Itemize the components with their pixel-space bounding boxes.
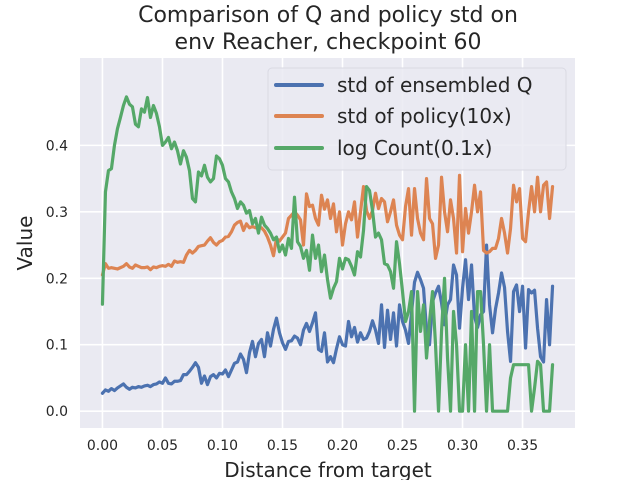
chart-title-line-2: env Reacher, checkpoint 60 bbox=[175, 30, 482, 55]
y-tick-label: 0.4 bbox=[46, 138, 68, 154]
series-line-policy bbox=[100, 173, 555, 277]
y-tick-labels: 0.0 0.1 0.2 0.3 0.4 bbox=[46, 138, 68, 420]
x-axis-label: Distance from target bbox=[224, 458, 432, 480]
x-tick-label: 0.20 bbox=[327, 438, 358, 454]
y-tick-label: 0.3 bbox=[46, 205, 68, 221]
series-lines bbox=[100, 95, 555, 413]
legend-label-policy: std of policy(10x) bbox=[337, 104, 512, 128]
y-tick-label: 0.1 bbox=[46, 338, 68, 354]
legend: std of ensembled Q std of policy(10x) lo… bbox=[267, 67, 567, 171]
legend-box bbox=[267, 67, 567, 171]
x-tick-label: 0.25 bbox=[387, 438, 418, 454]
series-line-log-count bbox=[100, 95, 555, 413]
y-axis-label: Value bbox=[13, 216, 37, 271]
x-tick-label: 0.00 bbox=[87, 438, 118, 454]
x-tick-label: 0.15 bbox=[267, 438, 298, 454]
x-tick-labels: 0.00 0.05 0.10 0.15 0.20 0.25 0.30 0.35 bbox=[87, 438, 538, 454]
y-tick-label: 0.0 bbox=[46, 404, 68, 420]
x-tick-label: 0.05 bbox=[147, 438, 178, 454]
x-tick-label: 0.10 bbox=[207, 438, 238, 454]
legend-label-ensembled-q: std of ensembled Q bbox=[337, 73, 533, 97]
x-tick-label: 0.30 bbox=[447, 438, 478, 454]
chart-title-line-1: Comparison of Q and policy std on bbox=[138, 3, 518, 28]
y-tick-label: 0.2 bbox=[46, 271, 68, 287]
x-tick-label: 0.35 bbox=[507, 438, 538, 454]
chart-title: Comparison of Q and policy std on env Re… bbox=[138, 3, 518, 55]
legend-label-log-count: log Count(0.1x) bbox=[337, 136, 493, 160]
